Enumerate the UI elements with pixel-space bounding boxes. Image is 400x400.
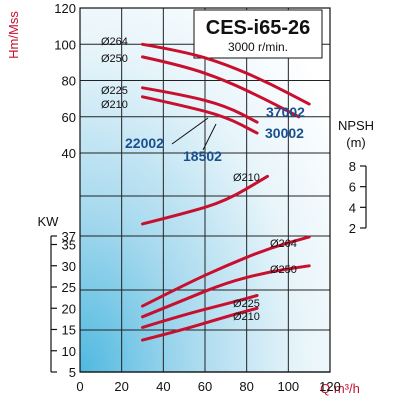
model-label-22002: 22002 bbox=[125, 135, 164, 151]
head-tick-label: 100 bbox=[54, 37, 76, 52]
npsh-axis-label-line1: NPSH bbox=[338, 118, 374, 133]
x-tick-label: 40 bbox=[156, 379, 170, 394]
npsh-diameter-label: Ø210 bbox=[233, 172, 260, 184]
power-curve-d210 bbox=[141, 306, 259, 342]
model-label-30002: 30002 bbox=[265, 125, 304, 141]
power-diameter-label: Ø264 bbox=[270, 238, 297, 250]
power-diameter-label: Ø250 bbox=[270, 264, 297, 276]
leader-line-18502 bbox=[202, 123, 217, 151]
chart-subtitle: 3000 r/min. bbox=[228, 40, 288, 54]
chart-title: CES-i65-26 bbox=[206, 17, 311, 39]
head-curve-d210 bbox=[141, 95, 259, 135]
x-axis-label: Q m³/h bbox=[320, 381, 360, 396]
power-tick-label: 5 bbox=[69, 365, 76, 380]
npsh-tick-label: 4 bbox=[349, 200, 356, 215]
npsh-curve-d210 bbox=[141, 174, 269, 226]
head-curve-d250 bbox=[141, 55, 301, 119]
head-diameter-label: Ø225 bbox=[101, 85, 128, 97]
head-axis-label: Hm/Mss bbox=[6, 11, 21, 59]
head-curve-d264 bbox=[141, 42, 311, 106]
power-tick-label: 15 bbox=[62, 323, 76, 338]
head-tick-label: 40 bbox=[62, 146, 76, 161]
power-diameter-label: Ø210 bbox=[233, 311, 260, 323]
head-diameter-label: Ø264 bbox=[101, 36, 128, 48]
model-label-37002: 37002 bbox=[266, 104, 305, 120]
power-tick-label: 10 bbox=[62, 344, 76, 359]
power-curve-d264 bbox=[141, 235, 311, 308]
npsh-tick-label: 6 bbox=[349, 180, 356, 195]
power-curve-d250 bbox=[141, 264, 311, 319]
leader-line-22002 bbox=[171, 117, 209, 145]
x-tick-label: 20 bbox=[114, 379, 128, 394]
x-tick-label: 100 bbox=[277, 379, 299, 394]
head-tick-label: 60 bbox=[62, 110, 76, 125]
head-diameter-label: Ø210 bbox=[101, 99, 128, 111]
power-tick-label: 30 bbox=[62, 259, 76, 274]
power-tick-label: 25 bbox=[62, 280, 76, 295]
power-diameter-label: Ø225 bbox=[233, 298, 260, 310]
power-tick-label: 35 bbox=[62, 238, 76, 253]
plot-frame bbox=[79, 7, 331, 373]
head-tick-label: 120 bbox=[54, 1, 76, 16]
head-diameter-label: Ø250 bbox=[101, 53, 128, 65]
power-curve-d225 bbox=[141, 294, 259, 329]
power-tick-label: 20 bbox=[62, 301, 76, 316]
model-label-18502: 18502 bbox=[183, 148, 222, 164]
npsh-tick-label: 8 bbox=[349, 159, 356, 174]
npsh-tick-label: 2 bbox=[349, 221, 356, 236]
x-tick-label: 0 bbox=[76, 379, 83, 394]
x-tick-label: 80 bbox=[239, 379, 253, 394]
npsh-axis-label-line2: (m) bbox=[346, 135, 366, 150]
power-axis-label: KW bbox=[38, 214, 60, 229]
title-box bbox=[193, 9, 323, 59]
head-curve-d225 bbox=[141, 86, 259, 124]
power-tick-label: 37 bbox=[62, 229, 76, 244]
x-tick-label: 120 bbox=[319, 379, 341, 394]
head-tick-label: 80 bbox=[62, 74, 76, 89]
x-tick-label: 60 bbox=[198, 379, 212, 394]
